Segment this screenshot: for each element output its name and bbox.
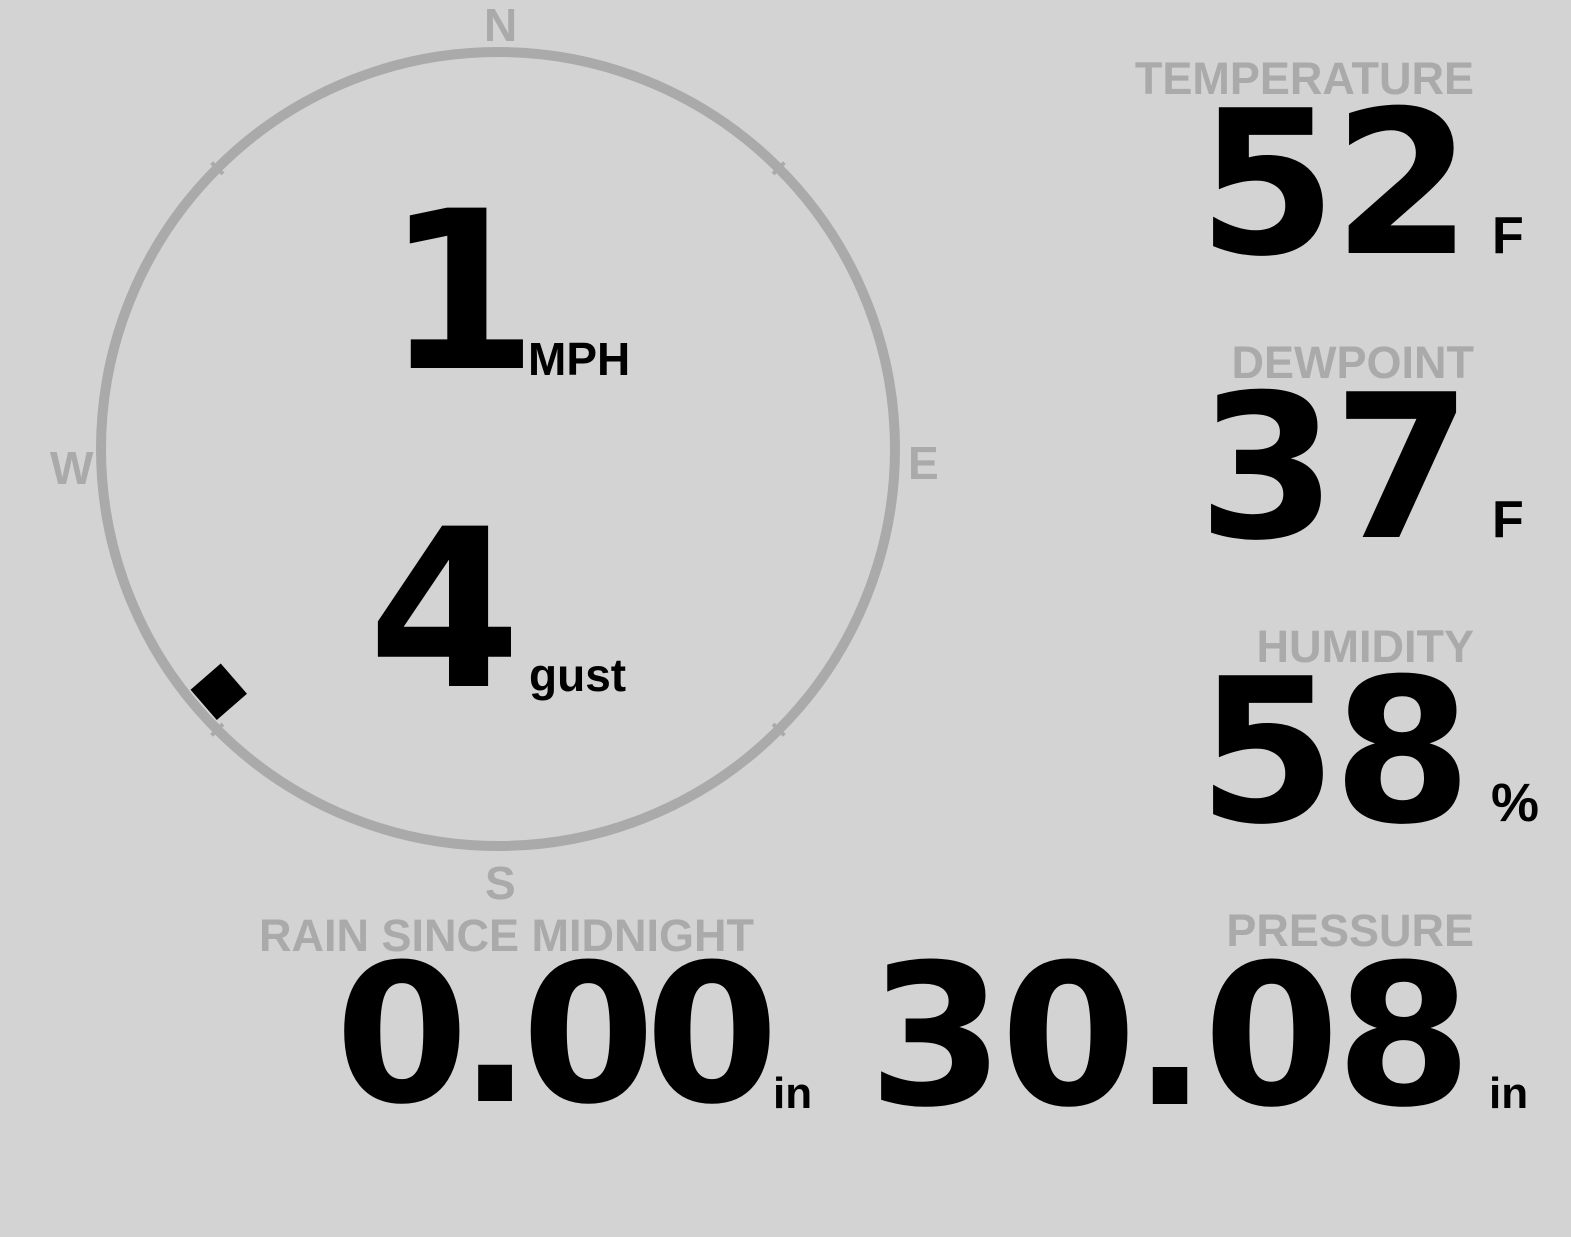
wind-speed-unit: MPH	[528, 333, 631, 385]
temperature-unit: F	[1492, 207, 1524, 265]
compass-dial	[96, 47, 900, 851]
humidity-label: HUMIDITY	[1256, 621, 1475, 672]
humidity-unit: %	[1491, 773, 1540, 833]
dewpoint-unit: F	[1492, 491, 1524, 549]
pressure-unit: in	[1489, 1069, 1529, 1118]
temperature-label: TEMPERATURE	[1134, 53, 1474, 104]
dewpoint-label: DEWPOINT	[1231, 337, 1475, 388]
compass-label-w: W	[50, 442, 94, 494]
pressure-label: PRESSURE	[1226, 905, 1474, 956]
compass-tick	[210, 161, 225, 176]
compass-label-s: S	[485, 857, 516, 909]
compass-ticks	[210, 161, 786, 737]
dewpoint-value: 37	[1197, 352, 1472, 585]
compass-ring	[96, 47, 900, 851]
compass-tick	[771, 161, 786, 176]
wind-gust-value: 4	[368, 482, 521, 738]
compass-tick	[210, 722, 225, 737]
rain-label: RAIN SINCE MIDNIGHT	[259, 910, 754, 961]
pressure-value: 30.08	[868, 923, 1472, 1151]
wind-speed-value: 1	[385, 164, 538, 420]
rain-value: 0.00	[335, 924, 779, 1147]
temperature-value: 52	[1197, 68, 1472, 301]
compass-tick	[771, 722, 786, 737]
compass-label-e: E	[908, 437, 939, 489]
rain-unit: in	[773, 1069, 813, 1118]
compass-label-n: N	[484, 0, 518, 51]
wind-direction-pointer	[190, 663, 247, 720]
wind-gust-label: gust	[529, 649, 627, 701]
humidity-value: 58	[1197, 636, 1472, 869]
